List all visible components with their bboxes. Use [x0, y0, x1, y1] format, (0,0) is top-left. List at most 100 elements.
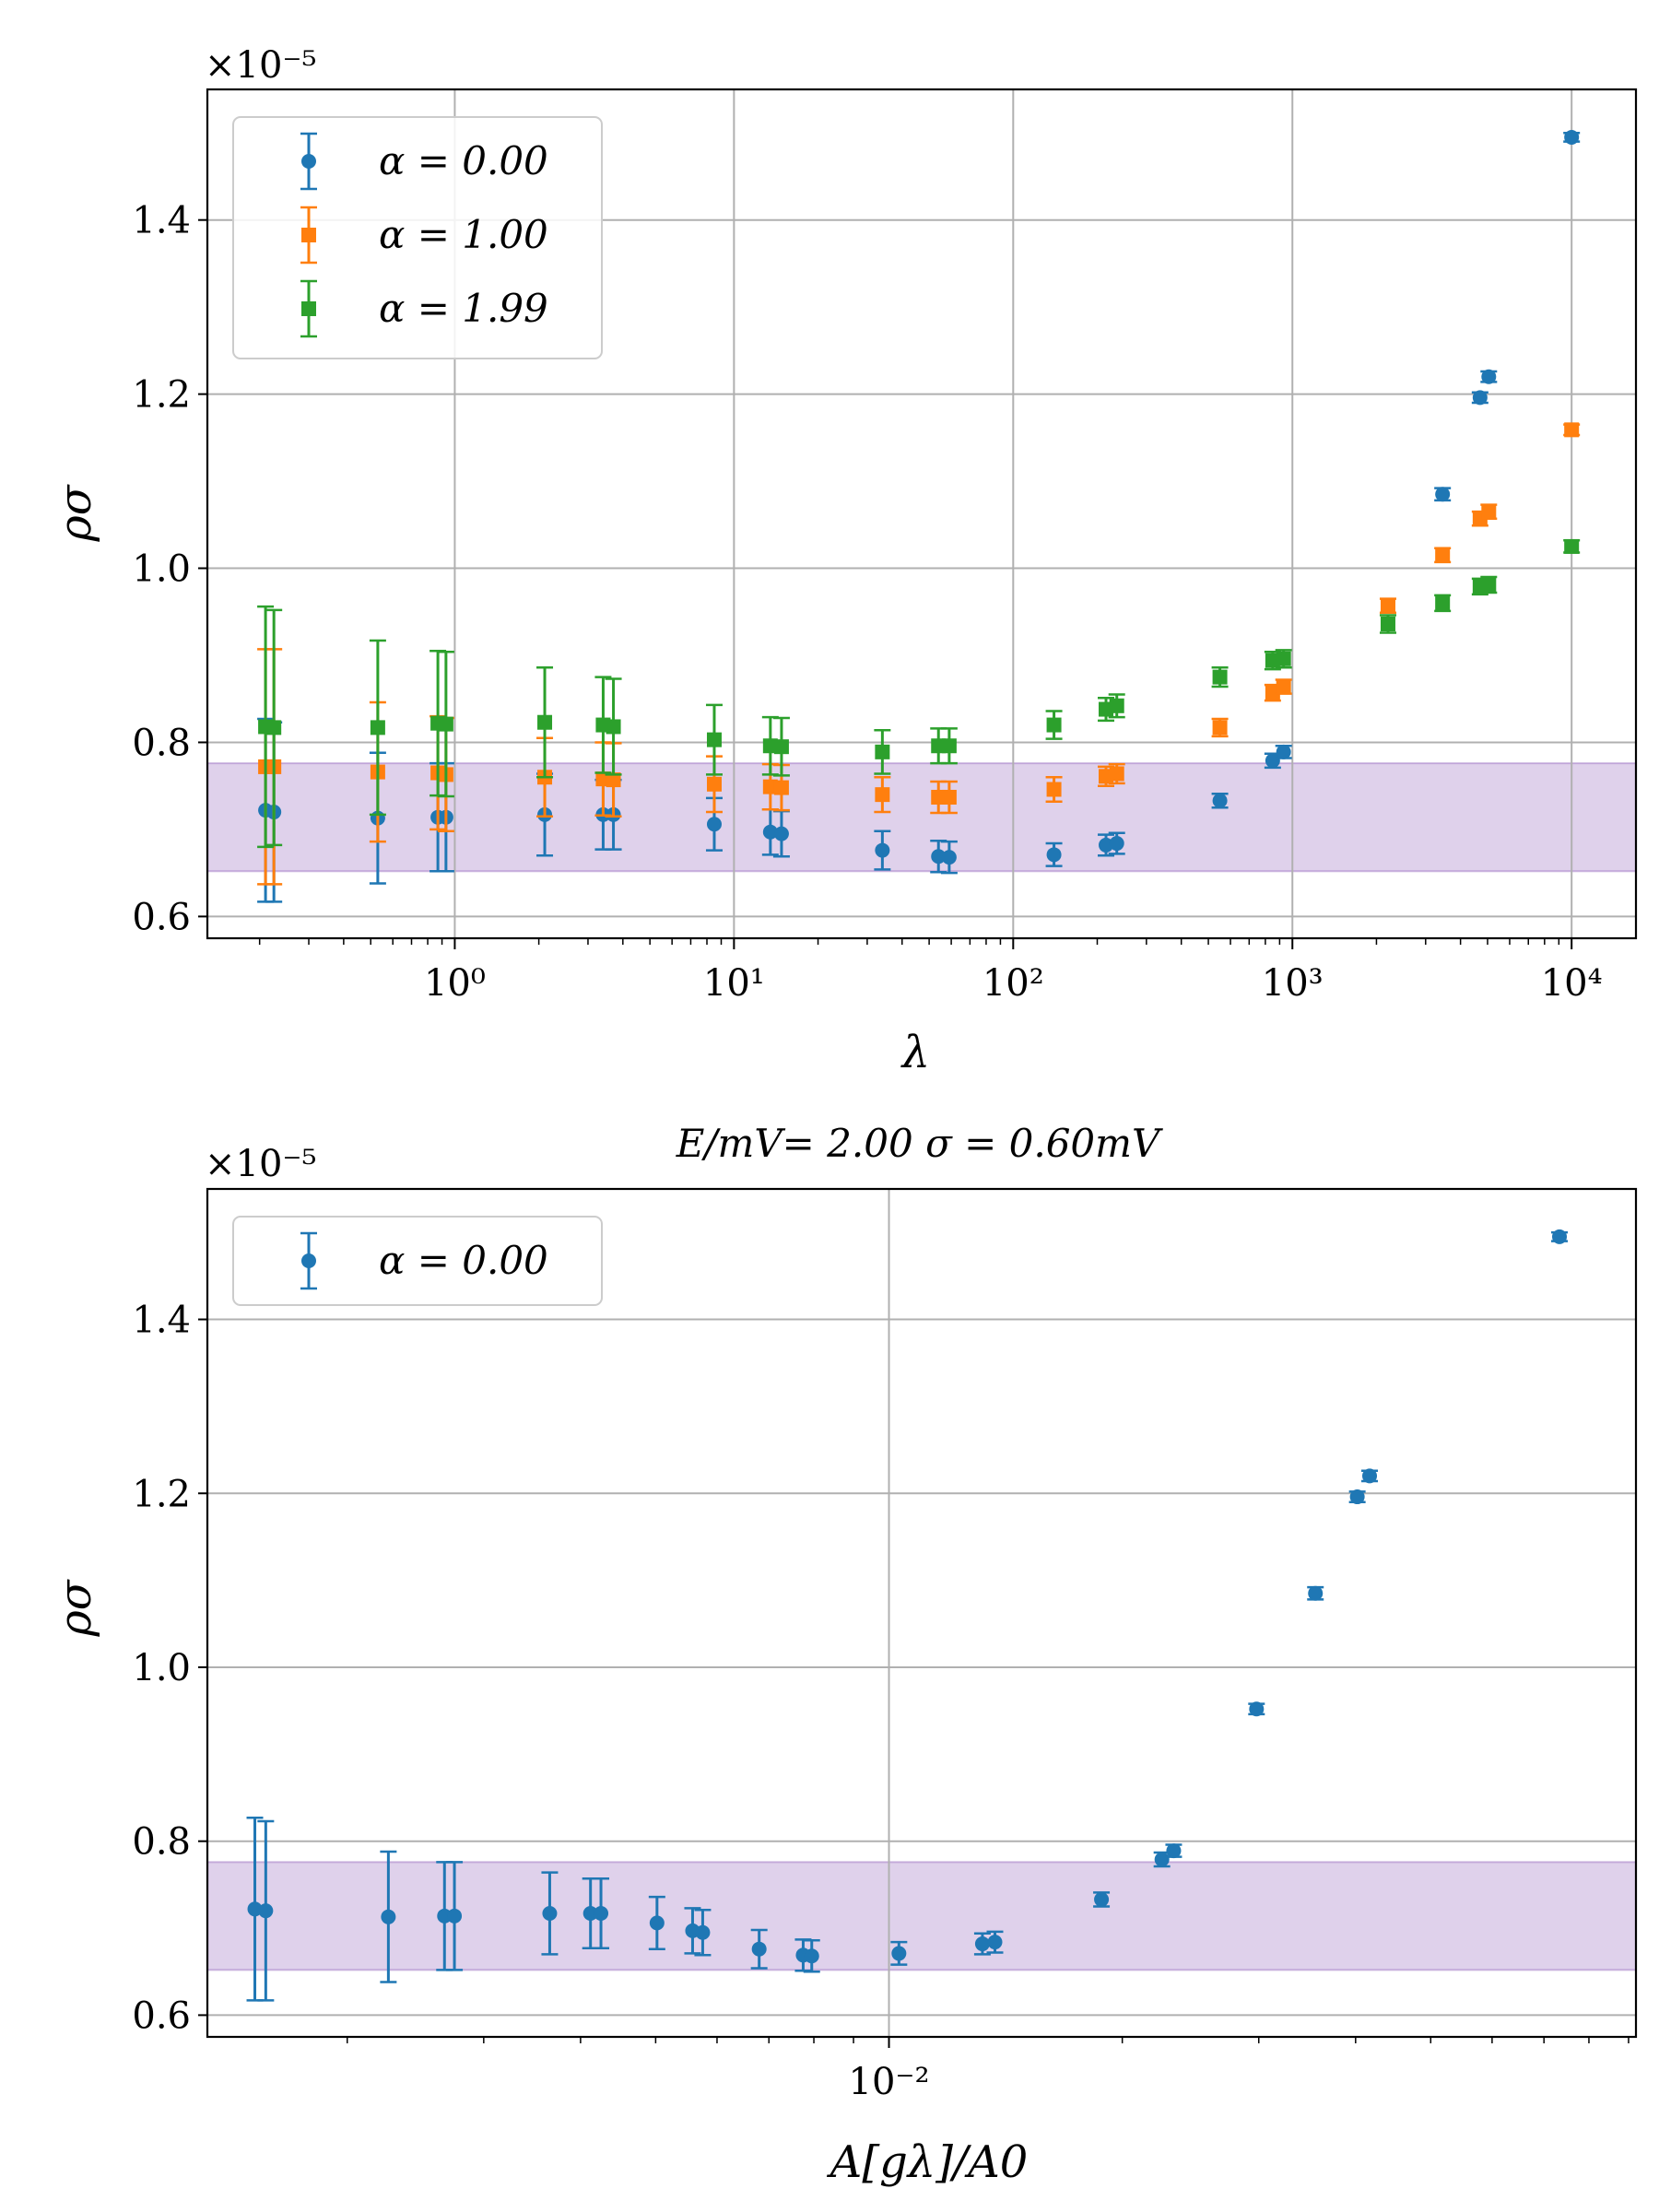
data-point: [1046, 847, 1062, 863]
data-point: [1276, 651, 1291, 666]
top-panel-data-layer: [257, 129, 1581, 903]
legend-marker: [301, 154, 316, 169]
series-0: [246, 1229, 1569, 2002]
y-tick-label: 1.2: [132, 1473, 191, 1515]
x-tick-label: 10⁴: [1541, 962, 1603, 1005]
data-point: [1046, 717, 1062, 733]
data-point: [1472, 390, 1488, 406]
data-point: [606, 772, 621, 788]
legend-label: α = 0.00: [379, 1238, 548, 1283]
y-tick-label: 1.0: [132, 1647, 191, 1689]
data-point: [1166, 1843, 1182, 1859]
y-tick-label: 1.2: [132, 374, 191, 417]
data-point: [266, 720, 282, 735]
data-point: [1564, 129, 1580, 145]
data-point: [649, 1915, 665, 1931]
data-point: [875, 744, 890, 759]
data-point: [1109, 836, 1124, 852]
data-point: [773, 780, 789, 795]
data-point: [582, 1906, 598, 1922]
shaded-band: [206, 762, 1637, 873]
data-point: [1154, 1852, 1170, 1867]
data-point: [941, 850, 957, 865]
data-point: [875, 842, 890, 858]
y-tick-label: 1.4: [132, 1300, 191, 1342]
bottom-panel-y-multiplier: ×10⁻⁵: [205, 1143, 317, 1185]
data-point: [706, 776, 722, 792]
data-point: [1276, 744, 1291, 759]
bottom-panel-axes-layer: 0.6 0.8 1.0 1.2 1.4 10⁻²: [132, 1187, 1638, 2103]
legend-marker: [301, 228, 316, 242]
data-point: [542, 1906, 558, 1922]
data-point: [1380, 616, 1395, 631]
data-point: [1435, 547, 1451, 563]
data-point: [1276, 679, 1291, 695]
data-point: [987, 1935, 1003, 1950]
data-point: [1481, 369, 1497, 384]
data-point: [1481, 504, 1497, 520]
data-point: [1212, 793, 1228, 808]
legend-box: [232, 116, 603, 359]
top-panel: 0.6 0.8 1.0 1.2 1.4 10⁰ 10¹ 10² 10³ 10⁴ ×10⁻⁵ λ ρ…: [50, 44, 1638, 1078]
bottom-panel-y-axis-label: ρσ: [50, 1579, 101, 1637]
top-panel-y-axis-label: ρσ: [50, 484, 101, 542]
axes-frame: [206, 88, 1638, 940]
data-point: [695, 1924, 711, 1940]
data-point: [370, 720, 385, 735]
bottom-panel-data-layer: [246, 1229, 1569, 2002]
data-point: [706, 817, 722, 832]
data-point: [1308, 1585, 1324, 1601]
bottom-panel: 0.6 0.8 1.0 1.2 1.4 10⁻² ×10⁻⁵ E/mV= 2.00 σ =…: [50, 1121, 1638, 2188]
data-point: [1435, 595, 1451, 611]
data-point: [931, 849, 947, 865]
top-panel-axes-layer: 0.6 0.8 1.0 1.2 1.4 10⁰ 10¹ 10² 10³ 10⁴: [132, 88, 1638, 1005]
data-point: [1564, 422, 1580, 438]
data-point: [1212, 720, 1228, 735]
data-point: [1094, 1891, 1110, 1907]
x-tick-label: 10¹: [703, 962, 765, 1005]
y-tick-label: 0.8: [132, 722, 191, 764]
data-point: [1109, 698, 1124, 713]
data-point: [1380, 598, 1395, 614]
data-point: [941, 738, 957, 754]
legend-marker: [301, 1253, 316, 1268]
data-point: [804, 1948, 819, 1964]
data-point: [773, 826, 789, 841]
data-point: [1552, 1229, 1568, 1244]
top-panel-x-axis-label: λ: [900, 1027, 930, 1078]
data-point: [1046, 782, 1062, 797]
data-point: [1212, 669, 1228, 685]
data-point: [1435, 487, 1451, 502]
data-point: [751, 1941, 767, 1957]
shaded-band: [206, 1861, 1637, 1971]
data-point: [762, 824, 778, 840]
data-point: [706, 732, 722, 747]
data-point: [1362, 1468, 1378, 1484]
top-panel-y-multiplier: ×10⁻⁵: [205, 44, 317, 87]
legend-marker: [301, 301, 316, 316]
y-tick-label: 0.8: [132, 1821, 191, 1864]
data-point: [1249, 1701, 1265, 1717]
axes-frame: [206, 1187, 1638, 2039]
data-point: [606, 719, 621, 735]
x-tick-label: 10⁻²: [849, 2061, 930, 2103]
data-point: [762, 779, 778, 794]
data-point: [1109, 766, 1124, 782]
bottom-panel-band-layer: [206, 1861, 1637, 1971]
x-tick-label: 10³: [1262, 962, 1324, 1005]
data-point: [247, 1901, 263, 1917]
y-tick-label: 1.0: [132, 548, 191, 591]
legend-box: [232, 1216, 603, 1306]
legend-label: α = 1.99: [379, 286, 548, 331]
bottom-panel-x-axis-label: A[gλ]/A0: [827, 2136, 1029, 2188]
x-tick-label: 10⁰: [424, 962, 486, 1005]
legend-label: α = 1.00: [379, 212, 548, 257]
data-point: [1481, 577, 1497, 593]
data-point: [941, 789, 957, 805]
data-point: [258, 1903, 274, 1919]
y-tick-label: 0.6: [132, 1994, 191, 2037]
legend-label: α = 0.00: [379, 138, 548, 183]
data-point: [974, 1936, 990, 1952]
